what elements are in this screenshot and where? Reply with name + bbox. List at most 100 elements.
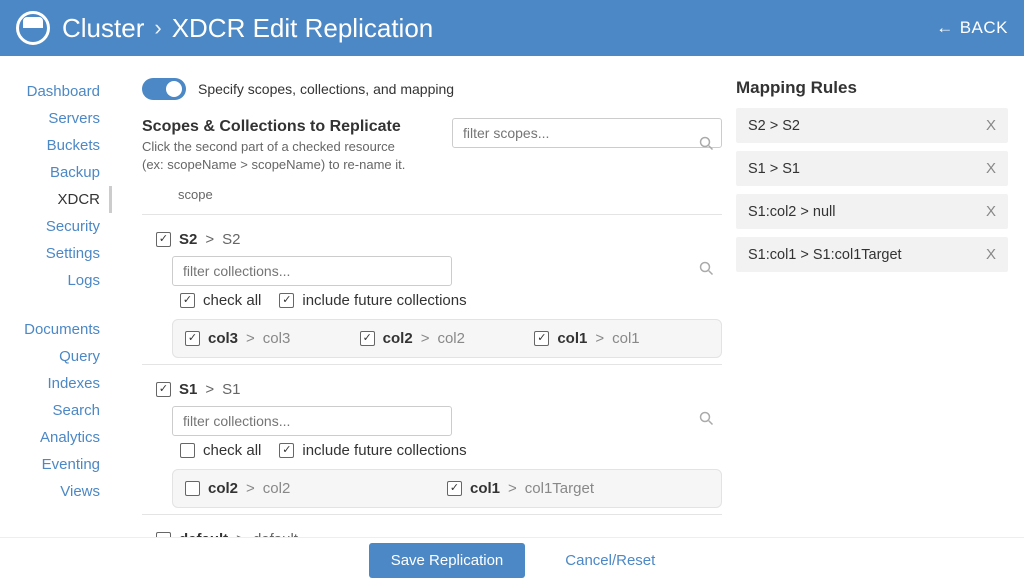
scope-block: default > default xyxy=(142,525,722,537)
section-header: Scopes & Collections to Replicate Click … xyxy=(142,118,722,173)
header-left: Cluster › XDCR Edit Replication xyxy=(16,11,433,45)
filter-collections xyxy=(172,406,722,436)
mapping-toggle-row: Specify scopes, collections, and mapping xyxy=(142,78,722,100)
section-heading: Scopes & Collections to Replicate Click … xyxy=(142,118,405,173)
include-future-label: include future collections xyxy=(302,292,466,309)
check-all-option: check all xyxy=(180,442,261,459)
sidebar-item-logs[interactable]: Logs xyxy=(27,267,112,294)
sidebar: DashboardServersBucketsBackupXDCRSecurit… xyxy=(0,56,112,537)
filter-collections-input[interactable] xyxy=(172,256,452,286)
sidebar-item-search[interactable]: Search xyxy=(24,397,112,424)
arrow-right-icon: > xyxy=(236,531,245,537)
delete-rule-icon[interactable]: X xyxy=(986,117,996,134)
collection-checkbox[interactable] xyxy=(185,331,200,346)
filter-collections xyxy=(172,256,722,286)
collection-target[interactable]: col1Target xyxy=(525,480,594,497)
sidebar-item-indexes[interactable]: Indexes xyxy=(24,370,112,397)
collection-checkbox[interactable] xyxy=(360,331,375,346)
arrow-right-icon: > xyxy=(508,480,517,497)
back-button[interactable]: ← BACK xyxy=(936,18,1008,38)
scope-checkbox[interactable] xyxy=(156,232,171,247)
collection-name: col1 xyxy=(557,330,587,347)
scope-name: S2 xyxy=(179,231,197,248)
sidebar-item-settings[interactable]: Settings xyxy=(27,240,112,267)
config-panel: Specify scopes, collections, and mapping… xyxy=(142,78,722,537)
search-icon xyxy=(699,411,714,431)
collection-item: col2>col2 xyxy=(185,480,447,497)
scope-target[interactable]: S1 xyxy=(222,381,240,398)
section-sub1: Click the second part of a checked resou… xyxy=(142,138,405,156)
scope-block: S1>S1check allinclude future collections… xyxy=(142,375,722,508)
collection-target[interactable]: col1 xyxy=(612,330,640,347)
scope-checkbox[interactable] xyxy=(156,382,171,397)
sidebar-item-servers[interactable]: Servers xyxy=(27,105,112,132)
arrow-right-icon: > xyxy=(205,381,214,398)
scope-block: S2>S2check allinclude future collections… xyxy=(142,225,722,358)
mapping-rule: S1 > S1 X xyxy=(736,151,1008,186)
mapping-rule-text: S2 > S2 xyxy=(748,118,800,134)
divider xyxy=(142,214,722,215)
arrow-left-icon: ← xyxy=(936,18,954,38)
search-icon xyxy=(699,261,714,281)
include-future-checkbox[interactable] xyxy=(279,293,294,308)
scope-checkbox[interactable] xyxy=(156,532,171,537)
sidebar-item-query[interactable]: Query xyxy=(24,343,112,370)
sidebar-item-dashboard[interactable]: Dashboard xyxy=(27,78,112,105)
collection-name: col2 xyxy=(383,330,413,347)
include-future-option: include future collections xyxy=(279,292,466,309)
collection-target[interactable]: col3 xyxy=(263,330,291,347)
breadcrumb-separator-icon: › xyxy=(154,15,161,41)
include-future-checkbox[interactable] xyxy=(279,443,294,458)
mapping-rule: S1:col1 > S1:col1TargetX xyxy=(736,237,1008,272)
scope-target[interactable]: S2 xyxy=(222,231,240,248)
sidebar-item-buckets[interactable]: Buckets xyxy=(27,132,112,159)
sidebar-item-views[interactable]: Views xyxy=(24,478,112,505)
collection-name: col3 xyxy=(208,330,238,347)
breadcrumb-root[interactable]: Cluster xyxy=(62,13,144,44)
sidebar-item-documents[interactable]: Documents xyxy=(24,316,112,343)
delete-rule-icon[interactable]: X xyxy=(986,246,996,263)
collection-checkbox[interactable] xyxy=(447,481,462,496)
mapping-rule-text: S1 > S1 xyxy=(748,161,800,177)
mapping-toggle-label: Specify scopes, collections, and mapping xyxy=(198,81,454,97)
scope-name: default xyxy=(179,531,228,537)
scopes-list: S2 > S2 check all include future collections… xyxy=(142,225,722,537)
divider xyxy=(142,514,722,515)
app-header: Cluster › XDCR Edit Replication ← BACK xyxy=(0,0,1024,56)
scope-row: S1 > S1 xyxy=(142,375,722,406)
mapping-toggle[interactable] xyxy=(142,78,186,100)
section-title: Scopes & Collections to Replicate xyxy=(142,118,405,136)
collection-item: col1 > col1Target xyxy=(447,480,709,497)
save-replication-button[interactable]: Save Replication xyxy=(369,543,526,578)
collection-item: col2>col2 xyxy=(360,330,535,347)
delete-rule-icon[interactable]: X xyxy=(986,160,996,177)
collection-target[interactable]: col2 xyxy=(263,480,291,497)
sidebar-item-analytics[interactable]: Analytics xyxy=(24,424,112,451)
scope-target[interactable]: default xyxy=(253,531,298,537)
check-all-checkbox[interactable] xyxy=(180,443,195,458)
scope-name: S1 xyxy=(179,381,197,398)
mapping-rules-panel: Mapping Rules S2 > S2XS1 > S1XS1:col2 > … xyxy=(736,78,1014,537)
sidebar-item-security[interactable]: Security xyxy=(27,213,112,240)
check-all-checkbox[interactable] xyxy=(180,293,195,308)
sidebar-item-eventing[interactable]: Eventing xyxy=(24,451,112,478)
scope-column-header: scope xyxy=(142,181,722,208)
cancel-reset-button[interactable]: Cancel/Reset xyxy=(565,552,655,569)
arrow-right-icon: > xyxy=(246,480,255,497)
sidebar-item-xdcr[interactable]: XDCR xyxy=(27,186,112,213)
scope-inner: check allinclude future collectionscol3>… xyxy=(142,256,722,358)
collection-name: col1 xyxy=(470,480,500,497)
sidebar-item-backup[interactable]: Backup xyxy=(27,159,112,186)
page-body: DashboardServersBucketsBackupXDCRSecurit… xyxy=(0,56,1024,537)
collection-target[interactable]: col2 xyxy=(437,330,465,347)
collection-checkbox[interactable] xyxy=(534,331,549,346)
divider xyxy=(142,364,722,365)
filter-collections-input[interactable] xyxy=(172,406,452,436)
filter-scopes xyxy=(452,118,722,173)
back-label: BACK xyxy=(960,18,1008,38)
filter-scopes-input[interactable] xyxy=(452,118,722,148)
delete-rule-icon[interactable]: X xyxy=(986,203,996,220)
sidebar-group-data: DocumentsQueryIndexesSearchAnalyticsEven… xyxy=(24,316,112,505)
collections-row: col3>col3col2>col2col1>col1 xyxy=(172,319,722,358)
collection-checkbox[interactable] xyxy=(185,481,200,496)
